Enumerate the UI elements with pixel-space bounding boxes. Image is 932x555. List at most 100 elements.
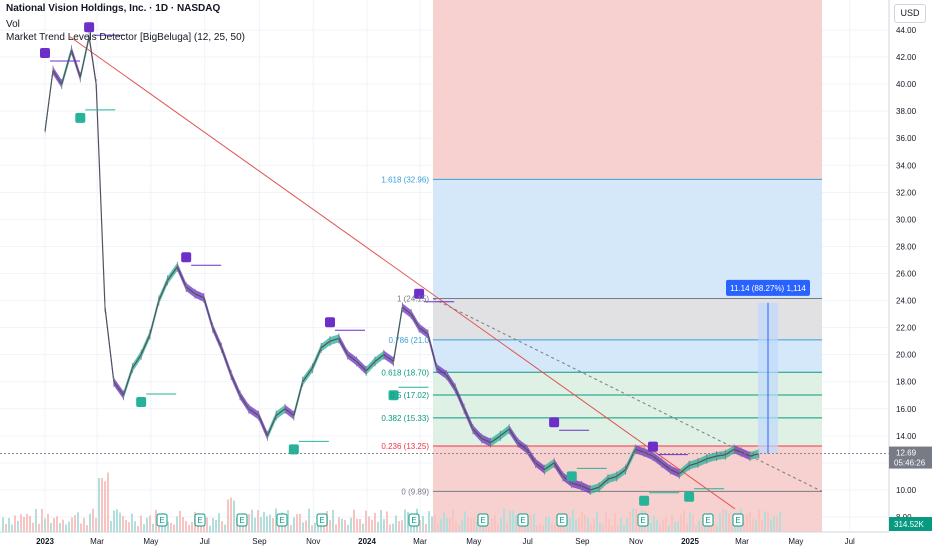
volume-bar	[680, 514, 682, 532]
price-line	[535, 462, 545, 471]
earnings-event-icon	[408, 513, 420, 527]
volume-bar	[500, 518, 502, 532]
volume-bar	[506, 522, 508, 532]
volume-bar	[449, 518, 451, 532]
earnings-event-icon	[517, 513, 529, 527]
volume-bar	[671, 514, 673, 532]
earnings-event-label: E	[197, 516, 202, 525]
volume-bar	[92, 508, 94, 532]
price-line	[257, 415, 268, 437]
volume-bar	[170, 522, 172, 532]
volume-indicator-label[interactable]: Vol	[6, 19, 20, 30]
volume-bar	[140, 515, 142, 532]
volume-bar	[614, 512, 616, 532]
trend-indicator-label[interactable]: Market Trend Levels Detector [BigBeluga]…	[6, 32, 246, 43]
volume-bar	[296, 514, 298, 532]
price-line	[113, 381, 125, 396]
volume-bar	[617, 525, 619, 532]
volume-bar	[422, 515, 424, 532]
price-line	[194, 293, 205, 299]
price-line	[88, 36, 97, 85]
volume-bar	[257, 510, 259, 532]
fib-label-l382: 0.382 (15.33)	[381, 414, 429, 423]
trend-low-marker	[388, 390, 399, 401]
volume-bar	[410, 521, 412, 532]
price-tick-label: 36.00	[896, 134, 917, 143]
volume-bar	[107, 472, 109, 532]
volume-bar	[59, 523, 61, 532]
earnings-event-icon	[637, 513, 649, 527]
volume-bar	[155, 509, 157, 532]
volume-bar	[338, 517, 340, 532]
price-tick-label: 32.00	[896, 188, 917, 197]
chart-lines	[69, 36, 823, 510]
fib-label-l0: 0 (9.89)	[401, 487, 429, 496]
fib-labels: 1.618 (32.96) 1 (24.15) 0.786 (21.0 0.618 (…	[381, 175, 429, 496]
volume-bar	[650, 522, 652, 532]
volume-bar	[623, 525, 625, 532]
volume-bar	[68, 521, 70, 532]
earnings-event-label: E	[480, 516, 485, 525]
trend-high-marker	[40, 47, 50, 58]
volume-bar	[749, 511, 751, 532]
volume-bar	[536, 525, 538, 532]
price-line	[697, 458, 708, 464]
volume-bar	[287, 510, 289, 532]
volume-bar	[719, 513, 721, 532]
price-tick-label: 20.00	[896, 351, 917, 360]
volume-bar	[347, 524, 349, 532]
price-line	[95, 84, 106, 308]
volume-bar	[722, 508, 724, 532]
volume-bar	[23, 517, 25, 532]
earnings-event-label: E	[559, 516, 564, 525]
volume-bar	[497, 524, 499, 532]
price-line	[293, 381, 304, 416]
volume-bar	[545, 517, 547, 532]
earnings-event-icon	[194, 513, 206, 527]
price-line	[716, 454, 726, 457]
time-tick-label: Jul	[523, 537, 533, 546]
volume-bar	[428, 511, 430, 532]
trend-high-marker	[84, 22, 95, 33]
volume-bar	[335, 524, 337, 532]
price-line	[203, 297, 214, 328]
price-line	[616, 469, 626, 477]
volume-bar	[746, 513, 748, 532]
trend-low-marker	[136, 397, 147, 408]
trend-high-marker	[325, 317, 335, 328]
volume-bar	[758, 508, 760, 532]
volume-bar	[377, 521, 379, 532]
price-line	[581, 485, 591, 491]
volume-bar	[575, 519, 577, 532]
price-line	[607, 475, 617, 480]
volume-bar	[116, 509, 118, 532]
volume-bar	[353, 509, 355, 532]
currency-button[interactable]: USD	[894, 4, 926, 23]
earnings-event-icon	[276, 513, 288, 527]
price-line	[401, 306, 412, 315]
price-line	[311, 347, 322, 369]
volume-bar	[539, 523, 541, 532]
volume-bar	[101, 477, 103, 532]
time-tick-label: May	[466, 537, 481, 546]
price-tick-label: 28.00	[896, 242, 917, 251]
fib-label-l618: 0.618 (18.70)	[381, 368, 429, 377]
earnings-event-icon	[156, 513, 168, 527]
trend-low-marker	[566, 471, 577, 482]
volume-bar	[764, 511, 766, 532]
volume-bar	[527, 520, 529, 532]
volume-bar	[704, 521, 706, 532]
volume-bar	[341, 518, 343, 532]
volume-bar	[602, 524, 604, 532]
fib-zone	[433, 298, 822, 340]
price-tick-label: 24.00	[896, 297, 917, 306]
earnings-event-label: E	[239, 516, 244, 525]
volume-bar	[122, 516, 124, 532]
price-line	[374, 354, 385, 362]
volume-bar	[635, 509, 637, 532]
time-tick-label: 2023	[36, 537, 54, 546]
earnings-event-label: E	[319, 516, 324, 525]
volume-bar	[206, 517, 208, 532]
